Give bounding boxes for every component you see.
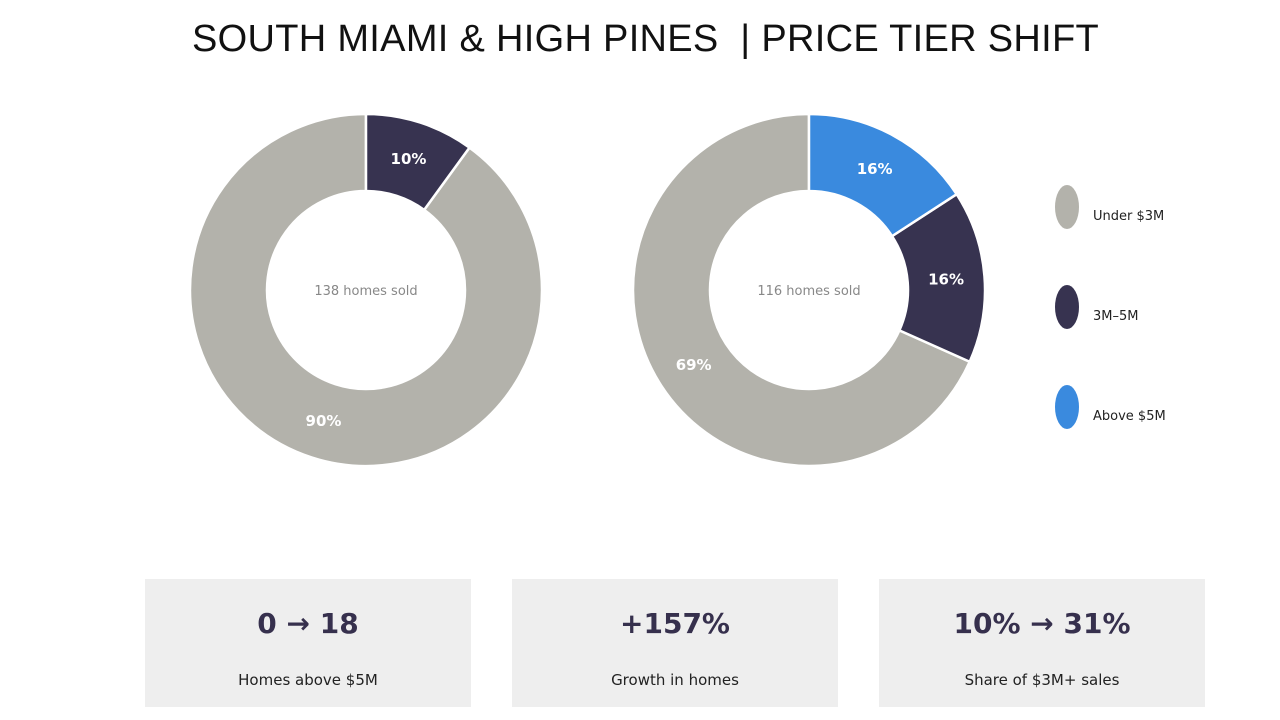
slice-percent-label: 10%: [391, 150, 427, 168]
chart-legend: Under $3M 3M–5M Above $5M: [1055, 185, 1166, 429]
donut-chart-after: 69% 16% 16% 116 homes sold: [631, 112, 987, 468]
stat-label: Growth in homes: [611, 671, 739, 689]
donut-center-label: 116 homes sold: [757, 284, 860, 299]
stat-label: Homes above $5M: [238, 671, 378, 689]
stat-value: +157%: [620, 607, 730, 640]
donut-center-label: 138 homes sold: [314, 284, 417, 299]
stat-card-homes-above-5m: 0 → 18 Homes above $5M: [145, 579, 471, 707]
page-title: SOUTH MIAMI & HIGH PINES | PRICE TIER SH…: [192, 18, 1100, 60]
donut-slice-under-3m: [631, 112, 972, 468]
stat-value: 10% → 31%: [953, 607, 1131, 640]
legend-label-above-5m: Above $5M: [1093, 409, 1166, 424]
donut-chart-before: 90% 10% 138 homes sold: [188, 112, 544, 468]
legend-label-under-3m: Under $3M: [1093, 209, 1164, 224]
donut-slice-under-3m: [188, 112, 544, 468]
donut-slice-3m-5m: [364, 112, 472, 212]
slice-percent-label: 16%: [857, 160, 893, 178]
legend-label-3m-5m: 3M–5M: [1093, 309, 1138, 324]
stat-label: Share of $3M+ sales: [964, 671, 1120, 689]
stat-card-share: 10% → 31% Share of $3M+ sales: [879, 579, 1205, 707]
slice-percent-label: 69%: [676, 356, 712, 374]
slice-percent-label: 90%: [306, 412, 342, 430]
legend-swatch-3m-5m: [1055, 285, 1079, 329]
legend-swatch-under-3m: [1055, 185, 1079, 229]
donut-slice-above-5m: [807, 112, 959, 238]
legend-swatch-above-5m: [1055, 385, 1079, 429]
stat-card-growth: +157% Growth in homes: [512, 579, 838, 707]
stat-value: 0 → 18: [257, 607, 359, 640]
donut-charts: 90% 10% 138 homes sold 69% 16% 16% 116 homes …: [188, 112, 1166, 468]
slice-percent-label: 16%: [928, 270, 964, 288]
